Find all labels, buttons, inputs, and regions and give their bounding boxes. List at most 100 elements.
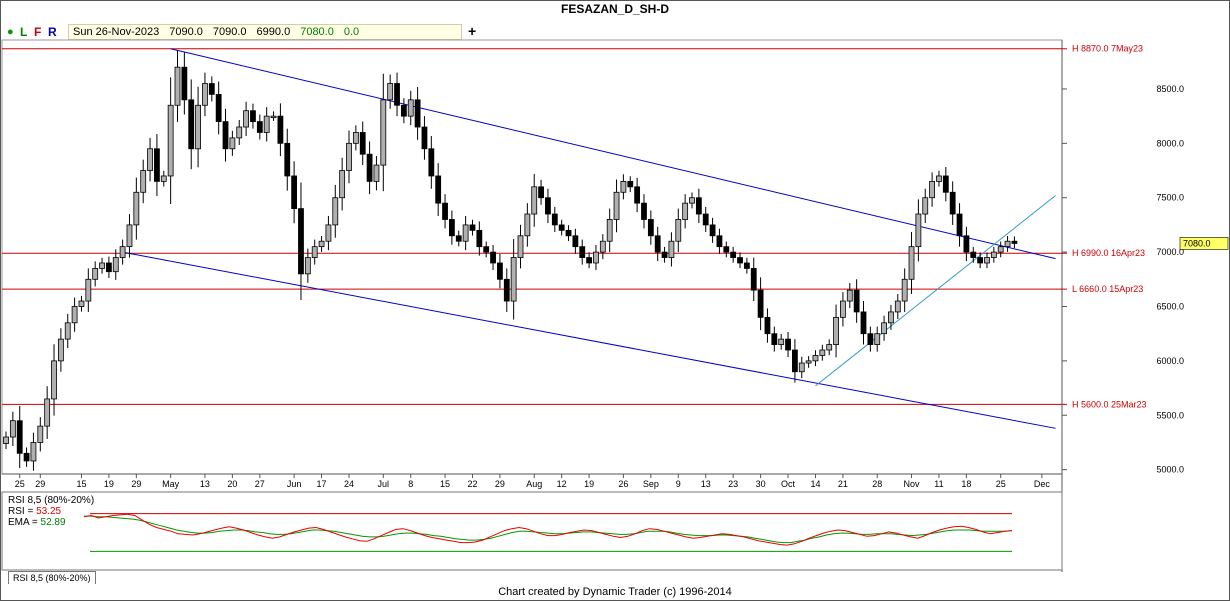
candle-body [352,132,359,144]
candle-body [586,257,592,264]
level-label: L 6660.0 15Apr23 [1072,284,1143,294]
candle-body [840,300,846,318]
candle-body [202,83,208,106]
candle-body [682,202,689,220]
candle-body [387,83,394,101]
candle-body [428,148,435,177]
x-tick-label: 15 [440,479,450,489]
candle-body [140,170,147,193]
x-tick-label: 19 [584,479,594,489]
candle-body [743,262,750,269]
candle-body [16,420,23,454]
candle-body [160,175,167,182]
candle-body [435,175,442,204]
x-tick-label: Oct [781,479,796,489]
x-tick-label: 13 [701,479,711,489]
candle-body [37,425,44,443]
candle-body [613,191,620,220]
candle-body [85,278,92,302]
x-tick-label: 23 [728,479,738,489]
add-icon[interactable]: + [468,23,477,39]
y-tick-label: 5000.0 [1156,465,1184,475]
candle-body [977,257,984,264]
candle-body [785,338,791,351]
x-tick-label: 26 [618,479,628,489]
candle-body [133,191,140,226]
price-tag: 7080.0 [1183,238,1211,248]
x-tick-label: 20 [227,479,237,489]
x-tick-label: 12 [557,479,567,489]
tab-rsi[interactable]: RSI 8,5 (80%-20%) [8,571,96,584]
fib-button[interactable]: F [34,25,42,39]
candle-body [236,126,243,139]
candle-body [174,66,181,106]
x-tick-label: 9 [676,479,681,489]
footer-credit: Chart created by Dynamic Trader (c) 1996… [498,586,732,598]
x-tick-label: 15 [76,479,86,489]
candle-body [826,344,833,351]
candle-body [599,240,606,253]
candle-body [579,246,586,258]
y-tick-label: 7500.0 [1156,193,1184,203]
candle-body [503,278,510,302]
candle-body [256,121,263,133]
candle-body [339,170,346,199]
candle-body [78,300,85,307]
candle-body [922,197,929,215]
candle-body [1011,240,1018,244]
x-tick-label: Aug [526,479,542,489]
candle-body [551,213,558,226]
x-tick-label: 24 [344,479,354,489]
candle-body [414,99,421,128]
y-tick-label: 5500.0 [1156,410,1184,420]
candle-body [606,219,613,242]
x-tick-label: 30 [756,479,766,489]
candle-body [558,224,565,231]
status-dot-icon[interactable]: ● [7,26,14,38]
candle-body [874,333,881,345]
candle-body [147,148,153,171]
price-tag-box [1179,237,1229,250]
candle-body [270,115,277,119]
candle-body [400,104,407,117]
candle-body [970,251,977,258]
candle-body [792,349,798,373]
rsi-line [83,513,1013,546]
candle-body [126,224,133,248]
ratio-button[interactable]: R [48,25,57,39]
candle-body [64,322,71,340]
candle-body [112,257,119,273]
candle-body [277,115,284,144]
chart-title: FESAZAN_D_SH-D [560,2,669,16]
readout-open: 7090.0 [169,26,203,38]
ema-label: EMA = [8,517,41,528]
candle-body [304,257,311,275]
candle-body [702,213,709,226]
candle-body [291,175,298,209]
x-tick-label: 19 [104,479,114,489]
candle-body [661,251,668,258]
candle-body [92,268,99,280]
x-tick-label: 8 [408,479,413,489]
x-tick-label: 25 [996,479,1006,489]
candle-body [284,142,291,177]
candle-body [332,197,339,226]
candle-body [99,262,105,269]
candle-body [448,219,455,237]
candle-body [888,311,894,324]
candle-body [3,436,9,444]
line-button[interactable]: L [20,25,28,39]
candle-body [1004,240,1011,248]
x-tick-label: 29 [131,479,141,489]
trendline [815,195,1056,387]
x-tick-label: Jun [287,479,302,489]
candle-body [654,235,661,253]
candle-body [956,213,963,237]
candle-body [490,251,496,264]
candle-body [833,316,839,345]
candle-body [407,99,414,117]
candle-body [476,229,483,248]
channel-line [170,48,1056,260]
candle-body [695,197,702,215]
